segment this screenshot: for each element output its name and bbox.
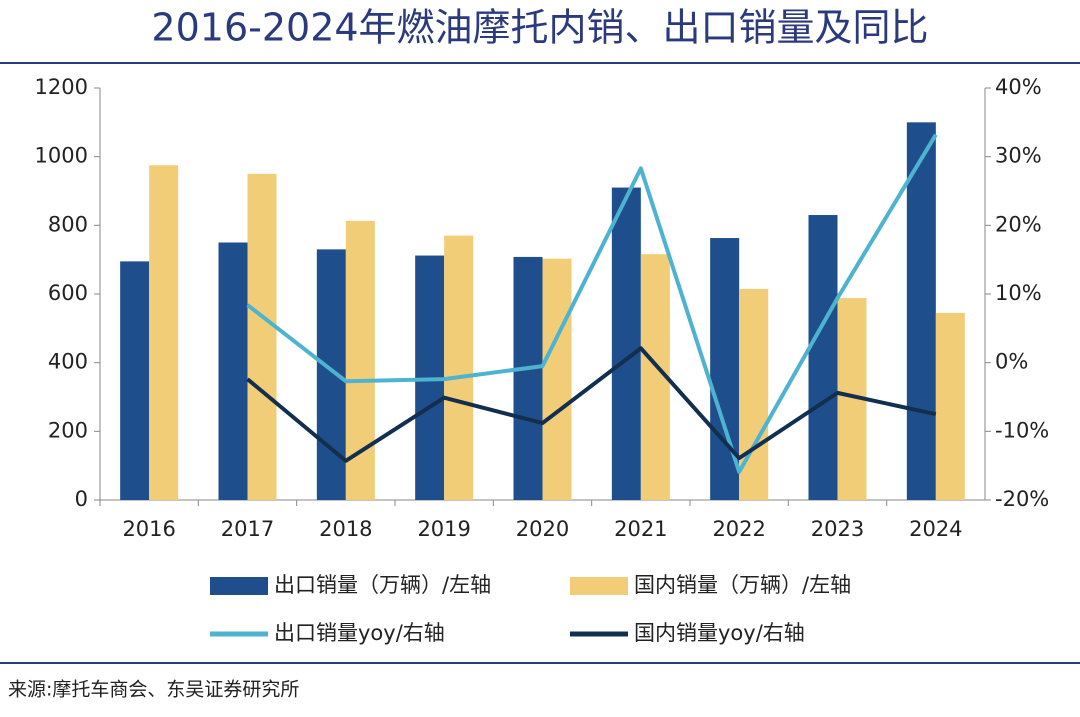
bar	[935, 312, 965, 500]
chart-title: 2016-2024年燃油摩托内销、出口销量及同比	[151, 6, 928, 50]
bar	[218, 242, 248, 500]
x-tick-label: 2020	[516, 517, 569, 541]
bar	[611, 187, 641, 501]
y-tick-label: 1200	[35, 75, 88, 99]
bar	[542, 258, 572, 500]
y2-tick-label: 20%	[995, 212, 1042, 236]
line	[246, 346, 937, 463]
x-tick-label: 2021	[614, 517, 667, 541]
legend-label: 出口销量（万辆）/左轴	[274, 573, 491, 597]
legend-label: 出口销量yoy/右轴	[274, 621, 445, 645]
y-tick-label: 800	[48, 212, 88, 236]
bar	[149, 165, 179, 500]
y2-tick-label: -20%	[995, 487, 1049, 511]
bar	[120, 261, 150, 500]
x-tick-label: 2022	[712, 517, 765, 541]
bar	[906, 122, 936, 500]
bar	[513, 256, 543, 500]
legend-swatch	[210, 577, 268, 595]
bar	[739, 288, 769, 500]
legend-label: 国内销量yoy/右轴	[634, 621, 805, 645]
y2-tick-label: 10%	[995, 281, 1042, 305]
bar	[808, 215, 838, 501]
y2-tick-label: 40%	[995, 75, 1042, 99]
y2-tick-label: 0%	[995, 350, 1028, 374]
x-tick-label: 2019	[417, 517, 470, 541]
bar	[247, 173, 277, 501]
x-tick-label: 2023	[811, 517, 864, 541]
y-tick-label: 600	[48, 281, 88, 305]
y2-tick-label: 30%	[995, 144, 1042, 168]
line	[246, 133, 938, 474]
x-tick-label: 2017	[221, 517, 274, 541]
bar	[444, 235, 474, 500]
source: 来源:摩托车商会、东吴证券研究所	[8, 679, 299, 701]
y2-tick-label: -10%	[995, 418, 1049, 442]
y-tick-label: 0	[75, 487, 88, 511]
legend-swatch	[570, 577, 628, 595]
legend-label: 国内销量（万辆）/左轴	[634, 573, 851, 597]
x-tick-label: 2024	[909, 517, 962, 541]
y-tick-label: 200	[48, 418, 88, 442]
x-tick-label: 2016	[122, 517, 175, 541]
y-tick-label: 400	[48, 350, 88, 374]
y-tick-label: 1000	[35, 144, 88, 168]
x-tick-label: 2018	[319, 517, 372, 541]
bar	[316, 249, 346, 500]
